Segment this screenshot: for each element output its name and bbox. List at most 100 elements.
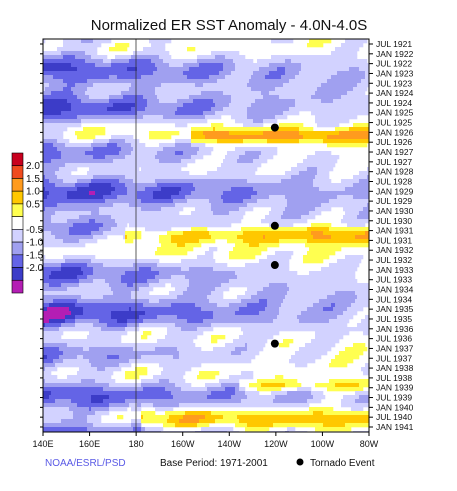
anomaly-cell [45,379,82,384]
anomaly-cell [45,87,64,92]
anomaly-cell [235,119,254,124]
anomaly-cell [225,155,240,160]
anomaly-cell [279,307,308,312]
anomaly-cell [71,63,96,68]
anomaly-cell [141,427,146,432]
anomaly-cell [181,387,208,392]
anomaly-cell [237,415,369,420]
anomaly-cell [275,87,318,92]
anomaly-cell [285,295,328,300]
anomaly-cell [235,423,248,428]
anomaly-cell [83,347,90,352]
x-tick-label: 100W [311,439,335,449]
anomaly-cell [269,91,316,96]
anomaly-cell [43,207,46,212]
anomaly-cell [141,199,174,204]
anomaly-cell [89,191,96,196]
anomaly-cell [223,415,238,420]
anomaly-cell [235,147,278,152]
y-tick-label: JAN 1930 [376,206,414,216]
anomaly-cell [261,91,270,96]
anomaly-cell [191,135,206,140]
anomaly-cell [121,275,156,280]
anomaly-cell [69,407,90,412]
anomaly-cell [43,143,54,148]
anomaly-cell [119,355,142,360]
anomaly-cell [129,87,156,92]
tornado-legend-marker [296,458,304,466]
anomaly-cell [317,171,330,176]
anomaly-cell [189,283,222,288]
anomaly-cell [245,343,248,348]
anomaly-cell [43,243,86,248]
anomaly-cell [63,359,90,364]
anomaly-cell [313,411,324,416]
anomaly-cell [65,163,188,168]
anomaly-cell [213,347,236,352]
anomaly-cell [159,271,236,276]
anomaly-cell [237,235,264,240]
anomaly-cell [171,391,212,396]
anomaly-cell [93,175,126,180]
anomaly-cell [95,191,112,196]
anomaly-cell [81,99,110,104]
anomaly-cell [287,203,322,208]
y-tick-label: JUL 1923 [376,78,412,88]
anomaly-cell [75,55,92,60]
anomaly-cell [313,179,332,184]
anomaly-cell [237,295,252,300]
anomaly-cell [301,67,350,72]
anomaly-cell [111,227,126,232]
anomaly-cell [189,67,224,72]
anomaly-cell [321,203,368,208]
anomaly-cell [43,139,58,144]
anomaly-cell [299,347,332,352]
anomaly-cell [239,419,369,424]
anomaly-cell [235,391,246,396]
anomaly-cell [197,59,234,64]
anomaly-cell [127,283,134,288]
anomaly-cell [263,287,290,292]
anomaly-cell [43,419,62,424]
anomaly-cell [43,187,46,192]
anomaly-cell [309,407,334,412]
anomaly-cell [77,299,150,304]
anomaly-cell [283,83,322,88]
anomaly-cell [141,335,148,340]
anomaly-cell [309,247,342,252]
anomaly-cell [297,163,336,168]
anomaly-cell [297,315,338,320]
anomaly-cell [157,263,228,268]
anomaly-cell [259,155,274,160]
anomaly-cell [265,235,314,240]
anomaly-cell [211,207,240,212]
anomaly-cell [131,55,160,60]
anomaly-cell [45,323,62,328]
anomaly-cell [207,395,232,400]
anomaly-cell [211,235,238,240]
anomaly-cell [125,327,140,332]
y-tick-label: JAN 1929 [376,186,414,196]
anomaly-cell [331,235,356,240]
anomaly-cell [231,99,256,104]
anomaly-cell [91,211,100,216]
anomaly-cell [93,423,132,428]
anomaly-cell [43,375,58,380]
anomaly-cell [215,287,230,292]
anomaly-cell [315,331,350,336]
anomaly-cell [53,143,66,148]
anomaly-cell [235,311,260,316]
anomaly-cell [105,199,142,204]
anomaly-cell [299,171,318,176]
anomaly-cell [361,367,369,372]
anomaly-cell [205,251,214,256]
anomaly-cell [57,147,94,152]
anomaly-cell [199,147,214,152]
anomaly-cell [331,75,366,80]
anomaly-cell [43,147,58,152]
anomaly-cell [43,279,80,284]
anomaly-cell [91,399,104,404]
anomaly-cell [125,235,128,240]
anomaly-cell [343,311,358,316]
